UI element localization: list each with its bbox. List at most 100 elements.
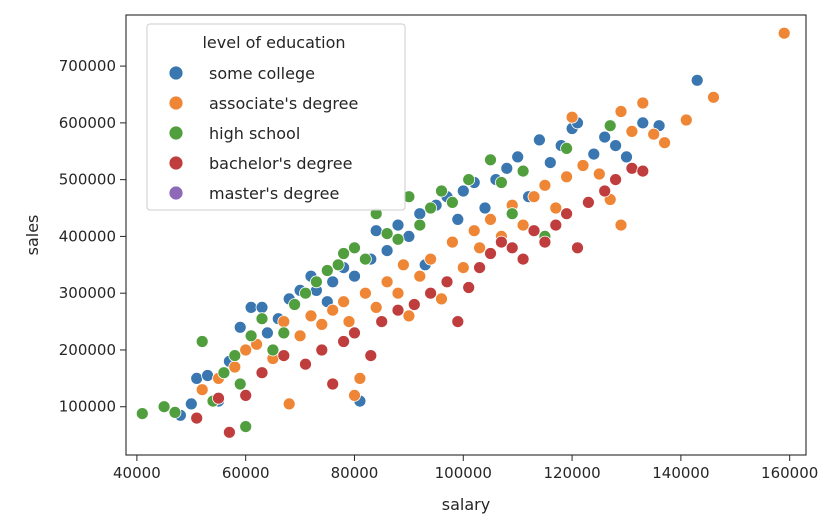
data-point-3-27 (560, 207, 573, 221)
legend-title: level of education (202, 33, 345, 52)
data-point-3-17 (451, 315, 465, 329)
data-point-0-16 (326, 275, 340, 289)
y-tick-label-5: 600000 (59, 114, 116, 132)
y-tick-label-1: 200000 (59, 341, 116, 359)
data-point-1-19 (391, 286, 405, 300)
data-point-1-28 (473, 241, 487, 255)
data-point-0-46 (636, 116, 650, 130)
data-point-0-45 (620, 150, 633, 164)
data-point-1-22 (413, 269, 427, 283)
data-point-1-35 (549, 201, 563, 215)
data-point-0-9 (260, 326, 274, 340)
data-point-0-38 (543, 156, 557, 170)
data-point-2-30 (484, 153, 497, 167)
data-point-1-27 (467, 224, 481, 238)
data-point-1-15 (353, 371, 367, 385)
data-point-1-25 (445, 235, 459, 249)
data-point-3-2 (222, 425, 236, 439)
data-point-1-17 (369, 300, 383, 314)
data-point-1-45 (647, 127, 661, 141)
legend-marker-1 (168, 95, 184, 111)
data-point-3-0 (190, 411, 204, 425)
data-point-0-24 (402, 229, 416, 243)
data-point-3-26 (549, 218, 563, 232)
data-point-0-34 (500, 161, 514, 175)
data-point-1-10 (315, 317, 329, 331)
data-point-2-36 (603, 119, 617, 133)
data-point-0-23 (391, 218, 405, 232)
x-tick-label-4: 120000 (543, 464, 600, 482)
data-point-1-18 (380, 275, 394, 289)
data-point-3-19 (473, 261, 487, 275)
data-point-1-2 (228, 360, 242, 374)
data-point-1-32 (516, 218, 530, 232)
data-point-0-22 (380, 244, 394, 258)
data-point-0-25 (413, 207, 427, 221)
data-point-2-15 (309, 275, 323, 289)
data-point-1-48 (707, 90, 720, 104)
data-point-2-26 (424, 201, 438, 215)
data-point-2-33 (516, 164, 530, 178)
y-tick-label-4: 500000 (59, 171, 116, 189)
data-point-0-29 (451, 212, 465, 226)
y-tick-label-6: 700000 (59, 57, 116, 75)
data-point-2-29 (462, 173, 476, 187)
data-point-3-10 (348, 326, 361, 340)
data-point-2-31 (494, 176, 508, 189)
legend-label-3: bachelor's degree (209, 154, 352, 173)
data-point-1-33 (527, 190, 541, 204)
data-point-2-8 (239, 420, 253, 434)
legend-label-0: some college (209, 64, 315, 83)
data-point-0-43 (598, 130, 612, 144)
data-point-2-7 (233, 377, 247, 391)
data-point-0-35 (511, 150, 525, 164)
data-point-1-23 (424, 252, 438, 266)
data-point-2-3 (195, 335, 209, 348)
y-axis: 100000 200000 300000 400000 500000 600000 7000… (59, 57, 126, 416)
data-point-0-1 (184, 397, 198, 411)
y-tick-label-3: 400000 (59, 227, 116, 245)
data-point-3-28 (571, 241, 584, 255)
data-point-3-3 (239, 388, 253, 402)
data-point-1-26 (456, 261, 470, 275)
x-tick-label-3: 100000 (435, 464, 492, 482)
data-point-2-14 (299, 286, 312, 300)
data-point-1-34 (538, 178, 552, 192)
plot-frame (125, 14, 807, 456)
data-point-0-8 (255, 300, 269, 314)
data-point-1-21 (402, 309, 416, 323)
data-point-1-0 (195, 383, 209, 397)
data-point-0-21 (369, 224, 383, 238)
data-point-2-5 (217, 366, 231, 380)
data-point-1-7 (282, 397, 296, 411)
data-point-3-31 (609, 173, 622, 187)
data-point-3-18 (462, 281, 476, 294)
legend-box (146, 23, 406, 211)
data-point-1-46 (658, 136, 671, 150)
data-point-1-20 (396, 258, 410, 272)
x-tick-label-5: 140000 (652, 464, 709, 482)
legend-marker-3 (168, 155, 184, 171)
legend-label-2: high school (209, 124, 300, 143)
data-point-3-5 (277, 349, 291, 363)
data-point-2-12 (277, 326, 291, 340)
data-point-3-24 (527, 224, 541, 238)
data-point-1-38 (576, 159, 590, 172)
data-point-3-21 (494, 235, 508, 249)
data-point-2-27 (435, 184, 448, 198)
data-point-3-20 (484, 247, 497, 260)
data-point-3-9 (337, 335, 351, 348)
legend-label-1: associate's degree (209, 94, 358, 113)
data-point-1-36 (560, 170, 573, 184)
data-point-3-22 (505, 241, 519, 255)
data-point-3-8 (326, 377, 340, 391)
data-point-1-16 (358, 286, 372, 300)
data-point-3-14 (407, 298, 421, 311)
data-point-1-8 (293, 329, 307, 343)
legend-marker-0 (168, 65, 184, 81)
data-point-2-2 (168, 405, 182, 419)
data-point-1-13 (342, 315, 356, 329)
data-point-1-42 (614, 218, 628, 232)
data-point-1-29 (484, 212, 497, 226)
